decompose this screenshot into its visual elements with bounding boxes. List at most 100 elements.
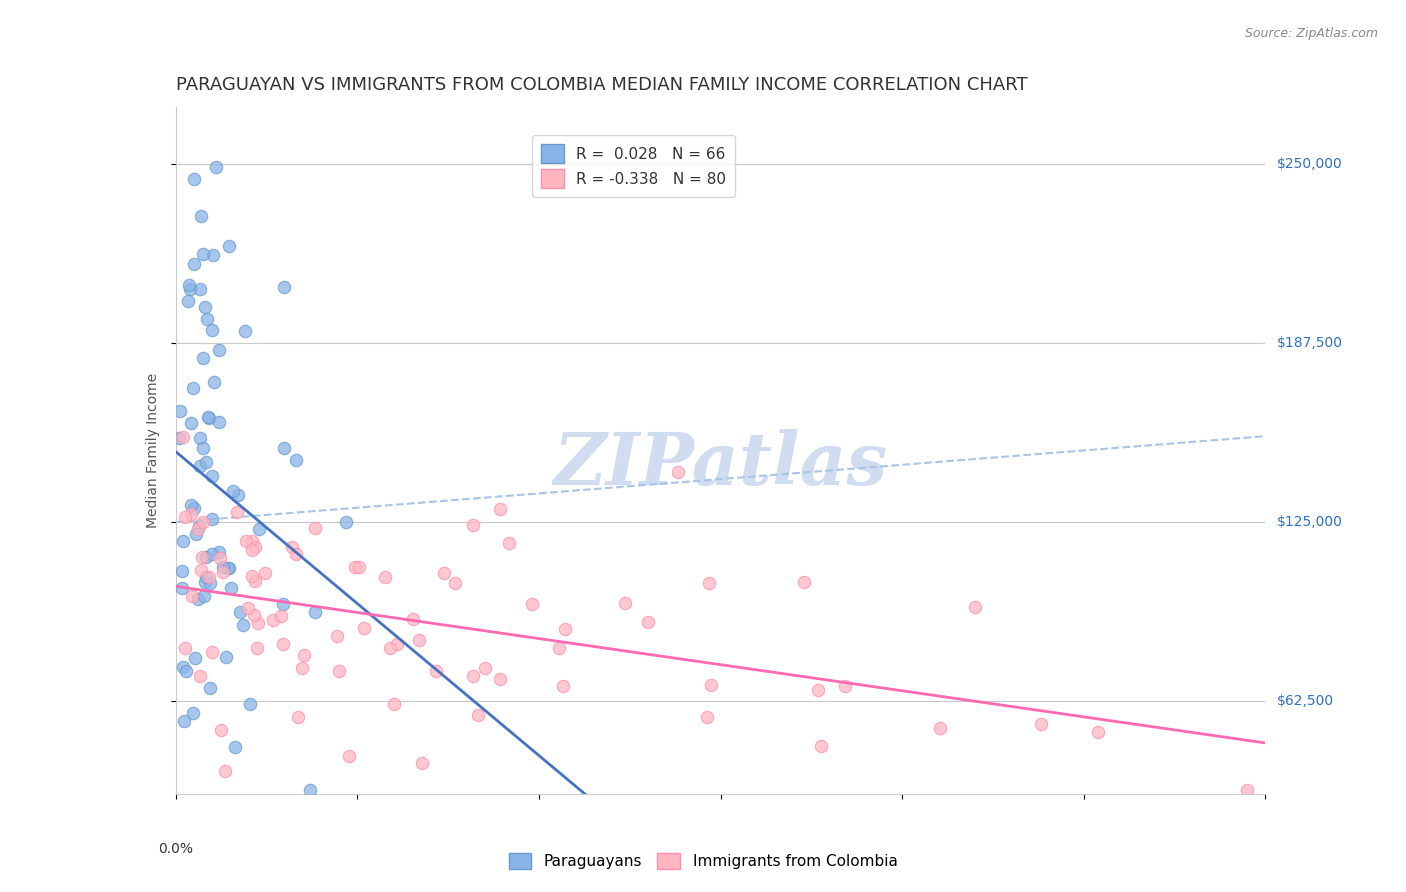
Paraguayans xyxy=(170,581,193,595)
Paraguayans xyxy=(215,650,238,665)
Immigrants from Colombia xyxy=(696,710,718,724)
Immigrants from Colombia xyxy=(188,669,211,683)
Immigrants from Colombia xyxy=(211,565,233,579)
Immigrants from Colombia xyxy=(520,597,543,611)
Paraguayans xyxy=(271,597,294,611)
Immigrants from Colombia xyxy=(225,505,247,519)
Paraguayans xyxy=(188,519,211,533)
Paraguayans xyxy=(201,323,224,337)
Text: ZIPatlas: ZIPatlas xyxy=(554,429,887,500)
Legend: R =  0.028   N = 66, R = -0.338   N = 80: R = 0.028 N = 66, R = -0.338 N = 80 xyxy=(531,136,735,197)
Immigrants from Colombia xyxy=(374,570,396,584)
Immigrants from Colombia xyxy=(243,540,266,554)
Paraguayans xyxy=(273,442,295,456)
Immigrants from Colombia xyxy=(554,623,576,637)
Paraguayans xyxy=(304,605,326,619)
Paraguayans xyxy=(207,415,229,429)
Paraguayans xyxy=(184,651,207,665)
Paraguayans xyxy=(201,547,224,561)
Immigrants from Colombia xyxy=(174,509,197,524)
Immigrants from Colombia xyxy=(1087,724,1109,739)
Immigrants from Colombia xyxy=(181,589,204,603)
Paraguayans xyxy=(191,351,214,365)
Paraguayans xyxy=(224,813,246,827)
Immigrants from Colombia xyxy=(235,533,257,548)
Immigrants from Colombia xyxy=(271,637,294,651)
Paraguayans xyxy=(212,559,235,574)
Paraguayans xyxy=(232,618,254,632)
Immigrants from Colombia xyxy=(411,756,433,770)
Paraguayans xyxy=(193,246,215,260)
Immigrants from Colombia xyxy=(697,576,720,591)
Immigrants from Colombia xyxy=(382,697,405,711)
Paraguayans xyxy=(194,301,217,315)
Paraguayans xyxy=(180,498,202,512)
Immigrants from Colombia xyxy=(666,466,689,480)
Immigrants from Colombia xyxy=(284,548,307,562)
Paraguayans xyxy=(208,545,231,559)
Immigrants from Colombia xyxy=(292,648,315,663)
Immigrants from Colombia xyxy=(287,710,309,724)
Immigrants from Colombia xyxy=(247,615,270,630)
Paraguayans xyxy=(235,324,257,338)
Immigrants from Colombia xyxy=(408,633,430,648)
Paraguayans xyxy=(218,238,240,252)
Paraguayans xyxy=(173,714,195,728)
Paraguayans xyxy=(226,488,249,502)
Paraguayans xyxy=(183,501,205,516)
Paraguayans xyxy=(169,431,191,445)
Immigrants from Colombia xyxy=(488,672,510,686)
Paraguayans xyxy=(195,455,218,469)
Paraguayans xyxy=(224,739,246,754)
Paraguayans xyxy=(198,411,221,425)
Paraguayans xyxy=(208,343,231,358)
Immigrants from Colombia xyxy=(201,645,224,659)
Paraguayans xyxy=(197,409,219,424)
Immigrants from Colombia xyxy=(180,507,202,521)
Immigrants from Colombia xyxy=(461,518,484,533)
Paraguayans xyxy=(172,659,194,673)
Paraguayans xyxy=(229,605,252,619)
Paraguayans xyxy=(193,574,215,589)
Immigrants from Colombia xyxy=(190,563,212,577)
Immigrants from Colombia xyxy=(304,521,326,535)
Text: Source: ZipAtlas.com: Source: ZipAtlas.com xyxy=(1244,27,1378,40)
Paraguayans xyxy=(201,512,224,526)
Immigrants from Colombia xyxy=(254,566,277,581)
Paraguayans xyxy=(183,257,205,271)
Immigrants from Colombia xyxy=(461,669,484,683)
Paraguayans xyxy=(180,416,202,430)
Paraguayans xyxy=(335,515,357,529)
Immigrants from Colombia xyxy=(174,640,197,655)
Immigrants from Colombia xyxy=(551,679,574,693)
Paraguayans xyxy=(188,282,211,296)
Immigrants from Colombia xyxy=(1236,782,1258,797)
Paraguayans xyxy=(188,431,211,445)
Paraguayans xyxy=(172,564,194,578)
Paraguayans xyxy=(190,209,212,223)
Immigrants from Colombia xyxy=(433,566,456,581)
Immigrants from Colombia xyxy=(240,568,263,582)
Immigrants from Colombia xyxy=(198,570,221,584)
Paraguayans xyxy=(195,312,218,326)
Paraguayans xyxy=(177,294,200,309)
Paraguayans xyxy=(179,278,201,293)
Text: 0.0%: 0.0% xyxy=(159,842,193,856)
Immigrants from Colombia xyxy=(637,615,659,630)
Immigrants from Colombia xyxy=(793,574,815,589)
Immigrants from Colombia xyxy=(425,664,447,678)
Immigrants from Colombia xyxy=(262,613,284,627)
Immigrants from Colombia xyxy=(187,522,209,536)
Immigrants from Colombia xyxy=(343,559,366,574)
Immigrants from Colombia xyxy=(474,660,496,674)
Paraguayans xyxy=(217,561,239,575)
Immigrants from Colombia xyxy=(929,722,952,736)
Immigrants from Colombia xyxy=(353,621,375,635)
Immigrants from Colombia xyxy=(963,600,986,615)
Paraguayans xyxy=(169,404,191,418)
Immigrants from Colombia xyxy=(700,678,723,692)
Paraguayans xyxy=(198,576,221,591)
Immigrants from Colombia xyxy=(337,748,360,763)
Text: $250,000: $250,000 xyxy=(1277,157,1343,171)
Immigrants from Colombia xyxy=(1029,716,1052,731)
